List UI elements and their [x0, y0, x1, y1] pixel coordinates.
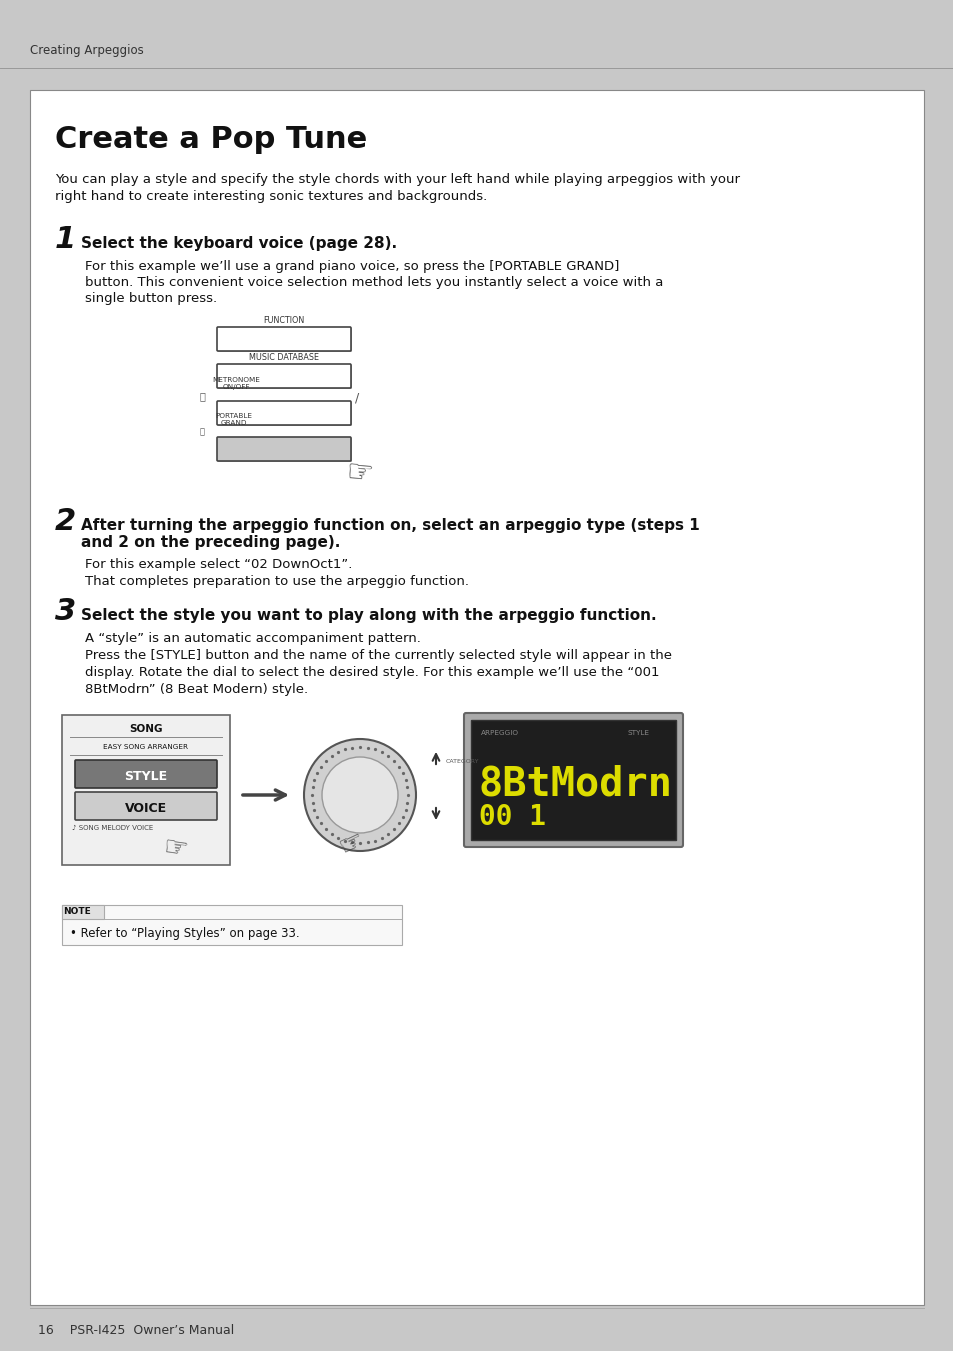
Text: SONG: SONG	[129, 724, 163, 734]
FancyBboxPatch shape	[471, 720, 676, 840]
Text: • Refer to “Playing Styles” on page 33.: • Refer to “Playing Styles” on page 33.	[70, 927, 299, 939]
Text: For this example we’ll use a grand piano voice, so press the [PORTABLE GRAND]: For this example we’ll use a grand piano…	[85, 259, 618, 273]
Text: button. This convenient voice selection method lets you instantly select a voice: button. This convenient voice selection …	[85, 276, 662, 289]
Text: display. Rotate the dial to select the desired style. For this example we’ll use: display. Rotate the dial to select the d…	[85, 666, 659, 680]
Bar	[62, 715, 230, 865]
Circle shape	[322, 757, 397, 834]
Text: 00 1: 00 1	[478, 802, 545, 831]
Bar	[62, 905, 104, 919]
Text: FUNCTION: FUNCTION	[263, 316, 304, 326]
Text: METRONOME
ON/OFF: METRONOME ON/OFF	[212, 377, 259, 390]
FancyBboxPatch shape	[75, 761, 216, 788]
Text: MUSIC DATABASE: MUSIC DATABASE	[249, 353, 318, 362]
Text: ☞: ☞	[161, 834, 190, 865]
Circle shape	[304, 739, 416, 851]
Text: Create a Pop Tune: Create a Pop Tune	[55, 126, 367, 154]
Text: and 2 on the preceding page).: and 2 on the preceding page).	[81, 535, 340, 550]
FancyBboxPatch shape	[216, 363, 351, 388]
FancyBboxPatch shape	[216, 401, 351, 426]
Text: 8BtModrn” (8 Beat Modern) style.: 8BtModrn” (8 Beat Modern) style.	[85, 684, 308, 696]
Bar	[62, 905, 401, 944]
Text: EASY SONG ARRANGER: EASY SONG ARRANGER	[103, 744, 189, 750]
Text: STYLE: STYLE	[627, 730, 649, 736]
Text: VOICE: VOICE	[125, 802, 167, 816]
Text: ♪ SONG MELODY VOICE: ♪ SONG MELODY VOICE	[71, 825, 153, 831]
Text: right hand to create interesting sonic textures and backgrounds.: right hand to create interesting sonic t…	[55, 190, 487, 203]
FancyBboxPatch shape	[216, 327, 351, 351]
Text: 🔒: 🔒	[200, 390, 206, 401]
FancyBboxPatch shape	[218, 365, 352, 389]
Text: /: /	[355, 392, 359, 404]
FancyBboxPatch shape	[75, 792, 216, 820]
FancyBboxPatch shape	[463, 713, 682, 847]
Text: ☞: ☞	[335, 825, 369, 861]
Text: 1: 1	[55, 226, 76, 254]
Text: Select the style you want to play along with the arpeggio function.: Select the style you want to play along …	[81, 608, 656, 623]
Text: STYLE: STYLE	[124, 770, 168, 784]
Text: 8BtModrn: 8BtModrn	[478, 765, 672, 804]
FancyBboxPatch shape	[218, 438, 352, 462]
Text: 🎹: 🎹	[200, 427, 205, 436]
Bar	[30, 91, 923, 1305]
Text: PORTABLE
GRAND: PORTABLE GRAND	[215, 413, 253, 426]
Text: NOTE: NOTE	[63, 908, 91, 916]
Text: For this example select “02 DownOct1”.: For this example select “02 DownOct1”.	[85, 558, 352, 571]
Text: single button press.: single button press.	[85, 292, 217, 305]
Text: A “style” is an automatic accompaniment pattern.: A “style” is an automatic accompaniment …	[85, 632, 420, 644]
Text: 16    PSR-I425  Owner’s Manual: 16 PSR-I425 Owner’s Manual	[38, 1324, 234, 1336]
Text: CATEGORY: CATEGORY	[446, 759, 479, 765]
Text: ☞: ☞	[345, 458, 375, 489]
Text: Press the [STYLE] button and the name of the currently selected style will appea: Press the [STYLE] button and the name of…	[85, 648, 671, 662]
Text: 3: 3	[55, 597, 76, 626]
Text: You can play a style and specify the style chords with your left hand while play: You can play a style and specify the sty…	[55, 173, 740, 186]
FancyBboxPatch shape	[218, 403, 352, 426]
Text: Select the keyboard voice (page 28).: Select the keyboard voice (page 28).	[81, 236, 396, 251]
Text: 2: 2	[55, 507, 76, 536]
Text: After turning the arpeggio function on, select an arpeggio type (steps 1: After turning the arpeggio function on, …	[81, 517, 699, 534]
FancyBboxPatch shape	[216, 436, 351, 461]
Text: That completes preparation to use the arpeggio function.: That completes preparation to use the ar…	[85, 576, 469, 588]
Bar	[0, 0, 953, 68]
Text: Creating Arpeggios: Creating Arpeggios	[30, 45, 144, 57]
Text: ARPEGGIO: ARPEGGIO	[480, 730, 518, 736]
FancyBboxPatch shape	[218, 328, 352, 353]
